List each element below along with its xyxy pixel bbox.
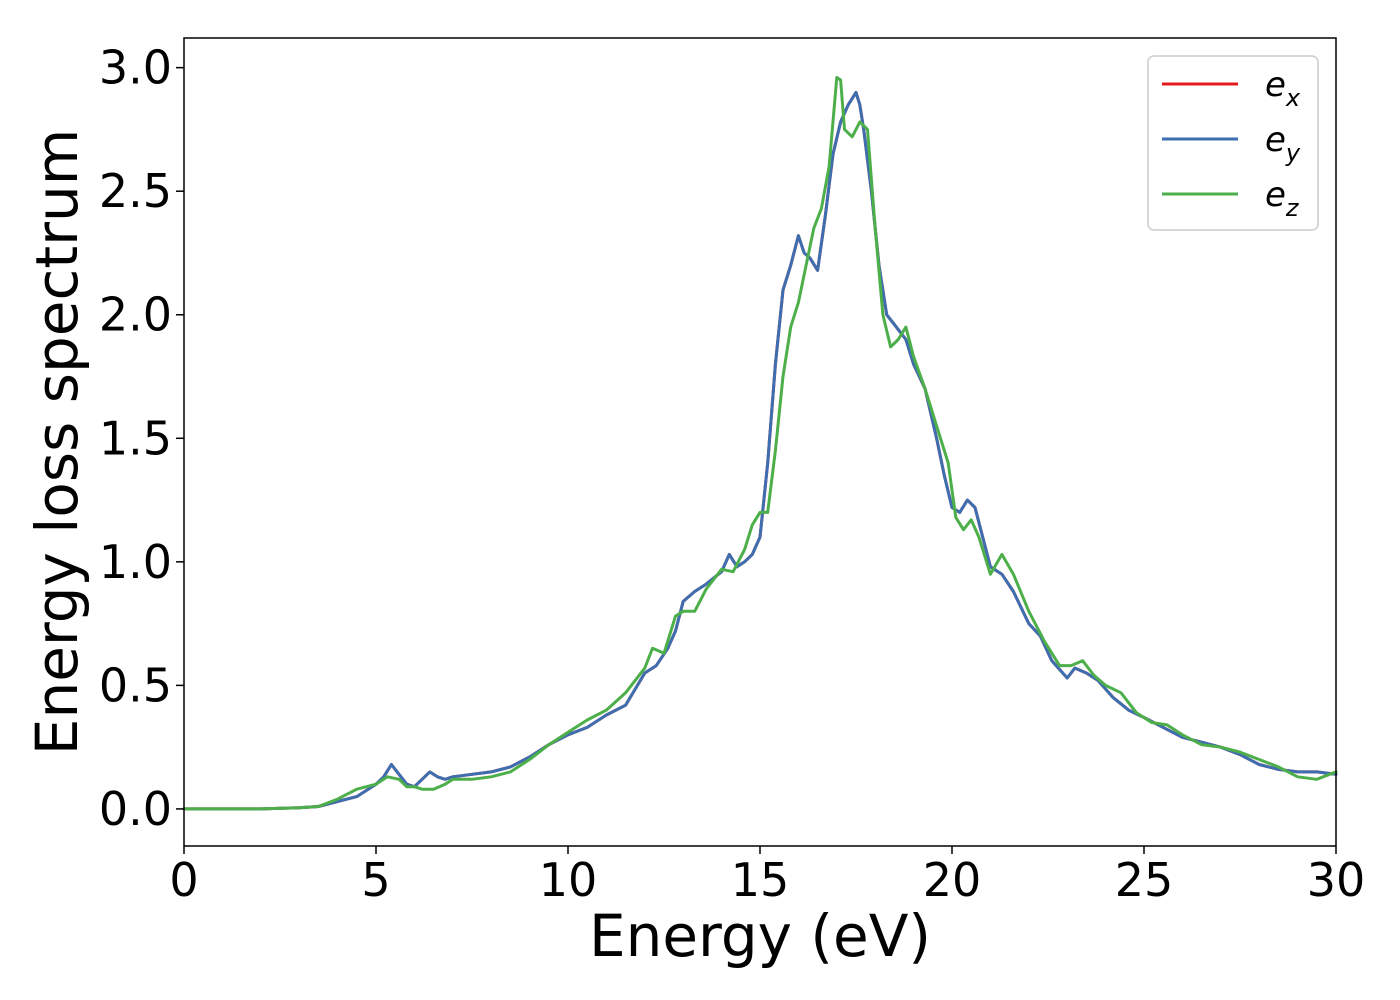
y-tick-label: 2.0: [99, 288, 172, 342]
legend-label-y: ey: [1265, 120, 1301, 167]
x-tick-label: 15: [731, 853, 790, 907]
x-axis-title: Energy (eV): [589, 902, 931, 970]
y-axis-title: Energy loss spectrum: [23, 129, 91, 755]
y-tick-label: 0.0: [99, 782, 172, 836]
y-tick-label: 3.0: [99, 41, 172, 95]
legend-label-z: ez: [1265, 175, 1300, 222]
y-axis-ticks: 0.0 0.5 1.0 1.5 2.0 2.5 3.0: [99, 41, 184, 836]
y-tick-label: 0.5: [99, 658, 172, 712]
y-tick-label: 1.0: [99, 535, 172, 589]
x-axis-ticks: 0 5 10 15 20 25 30: [169, 846, 1365, 907]
x-tick-label: 25: [1115, 853, 1174, 907]
series-layer: [182, 76, 1338, 811]
legend-box: [1147, 55, 1319, 231]
legend: ex ey ez: [1147, 55, 1319, 231]
x-tick-label: 5: [361, 853, 390, 907]
x-tick-label: 10: [539, 853, 598, 907]
series-line-z: [182, 76, 1338, 811]
legend-items: ex ey ez: [1162, 65, 1301, 222]
x-tick-label: 30: [1307, 853, 1366, 907]
y-tick-label: 1.5: [99, 411, 172, 465]
x-tick-label: 20: [923, 853, 982, 907]
x-tick-label: 0: [169, 853, 198, 907]
y-tick-label: 2.5: [99, 164, 172, 218]
legend-label-x: ex: [1265, 65, 1301, 112]
